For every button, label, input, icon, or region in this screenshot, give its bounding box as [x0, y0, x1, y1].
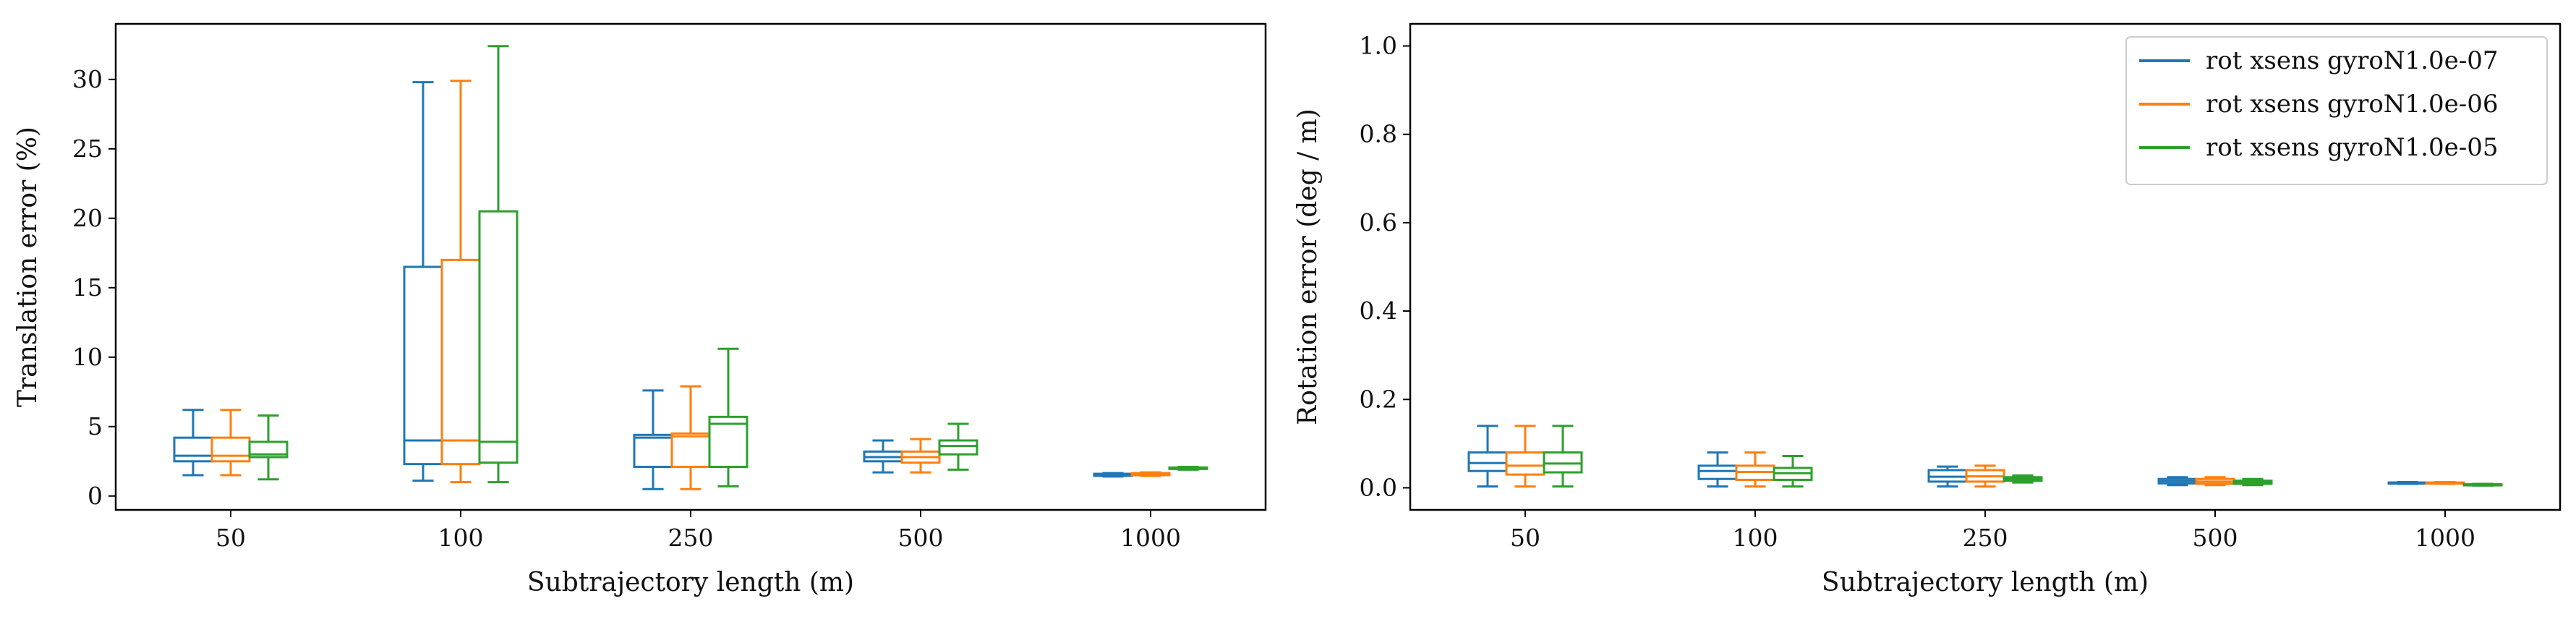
box-plot: [1093, 472, 1133, 478]
rotation-y-axis-label: Rotation error (deg / m): [1293, 108, 1323, 425]
x-tick-label: 500: [898, 524, 944, 552]
legend-entry: rot xsens gyroN1.0e-05: [2139, 133, 2498, 162]
rotation-boxes: [1467, 425, 2503, 488]
iqr-box: [708, 415, 749, 468]
translation-boxes: [173, 45, 1208, 490]
y-tick-label: 30: [72, 65, 103, 93]
translation-y-ticks: 0 5 10 15 20 25 30: [72, 65, 116, 510]
box-plot: [1543, 425, 1583, 488]
box-plot: [1505, 425, 1545, 488]
x-tick-label: 50: [216, 524, 246, 552]
iqr-box: [938, 439, 978, 456]
box-plot: [938, 422, 978, 471]
x-tick-label: 1000: [1120, 524, 1181, 552]
box-plot: [1773, 454, 1813, 488]
box-plot: [2232, 477, 2273, 487]
iqr-box: [1543, 451, 1583, 474]
box-plot: [1965, 464, 2005, 488]
y-tick-label: 25: [72, 135, 103, 163]
box-plot: [2003, 474, 2043, 484]
y-tick-label: 0.6: [1360, 208, 1397, 237]
y-tick-label: 0.4: [1360, 297, 1397, 325]
y-tick-label: 1.0: [1360, 32, 1397, 60]
x-tick-label: 1000: [2415, 524, 2475, 552]
iqr-box: [478, 210, 519, 464]
box-plot: [478, 45, 519, 484]
legend-label: rot xsens gyroN1.0e-05: [2206, 133, 2498, 162]
box-plot: [2195, 476, 2235, 487]
x-tick-label: 250: [668, 524, 714, 552]
legend-entry: rot xsens gyroN1.0e-06: [2139, 90, 2498, 119]
rotation-x-axis-label: Subtrajectory length (m): [1822, 568, 2149, 597]
box-plot: [2462, 482, 2503, 487]
legend-label: rot xsens gyroN1.0e-06: [2206, 90, 2498, 119]
x-tick-label: 100: [1733, 524, 1778, 552]
box-plot: [248, 414, 289, 481]
y-tick-label: 0.8: [1360, 120, 1397, 148]
box-plot: [2387, 481, 2428, 485]
translation-x-ticks: 50 100 250 500 1000: [216, 510, 1181, 552]
y-tick-label: 15: [72, 273, 103, 302]
box-plot: [900, 438, 941, 474]
translation-x-axis-label: Subtrajectory length (m): [527, 568, 854, 597]
rotation-error-panel: 0.0 0.2 0.4 0.6 0.8 1.0 50 100 250 500 1000 Subtr…: [1293, 22, 2562, 597]
x-tick-label: 500: [2193, 524, 2238, 552]
x-tick-label: 250: [1963, 524, 2008, 552]
box-plot: [708, 347, 749, 487]
legend: rot xsens gyroN1.0e-07 rot xsens gyroN1.…: [2125, 36, 2548, 185]
box-plot: [1168, 465, 1208, 471]
y-tick-label: 20: [72, 204, 103, 232]
x-tick-label: 100: [438, 524, 484, 552]
box-plot: [2157, 476, 2198, 487]
box-plot: [1130, 471, 1171, 477]
box-plot: [1467, 425, 1508, 488]
x-tick-label: 50: [1510, 524, 1540, 552]
y-tick-label: 0.0: [1360, 473, 1397, 501]
box-plot: [1735, 451, 1775, 488]
y-tick-label: 0: [88, 482, 103, 510]
translation-y-axis-label: Translation error (%): [13, 127, 43, 407]
legend-frame: [2125, 36, 2548, 185]
translation-error-panel: 0 5 10 15 20 25 30 50 100 250 500 1000 Subtrajecto…: [13, 22, 1267, 597]
rotation-x-ticks: 50 100 250 500 1000: [1510, 510, 2475, 552]
rotation-y-ticks: 0.0 0.2 0.4 0.6 0.8 1.0: [1360, 32, 1410, 501]
box-plot: [173, 409, 213, 477]
y-tick-label: 5: [88, 412, 103, 440]
rotation-plot-area: [1409, 22, 2562, 511]
y-tick-label: 10: [72, 343, 103, 371]
translation-plot-area: [114, 22, 1267, 511]
legend-entry: rot xsens gyroN1.0e-07: [2139, 46, 2498, 75]
box-plot: [2425, 481, 2465, 485]
y-tick-label: 0.2: [1360, 385, 1397, 413]
legend-label: rot xsens gyroN1.0e-07: [2206, 46, 2498, 75]
iqr-box: [248, 440, 289, 459]
